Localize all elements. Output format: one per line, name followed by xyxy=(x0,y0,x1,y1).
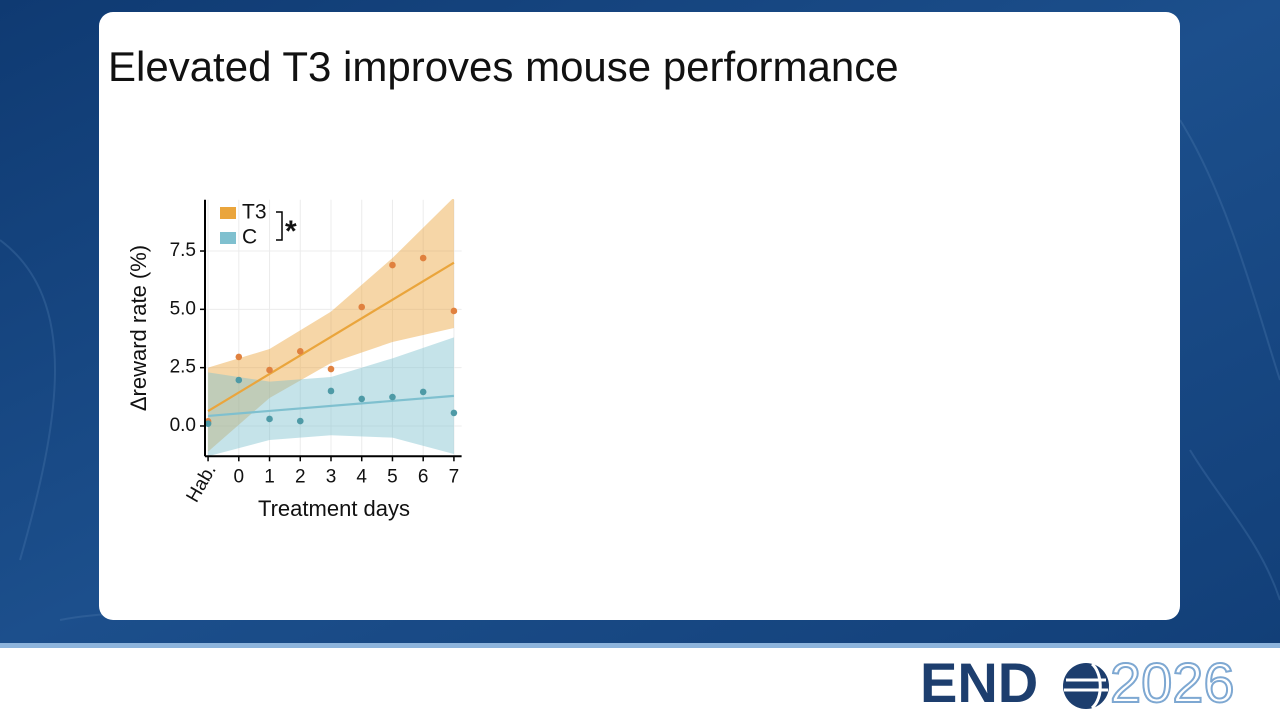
data-point xyxy=(266,415,273,423)
x-tick-label: 4 xyxy=(356,466,367,487)
data-point xyxy=(204,420,212,427)
legend-label: C xyxy=(242,226,257,249)
legend-swatch xyxy=(220,207,236,219)
data-point xyxy=(327,365,335,373)
x-tick-label: 3 xyxy=(326,466,337,487)
x-tick-label: 7 xyxy=(449,466,460,487)
data-point xyxy=(296,348,304,355)
x-tick-label: 2 xyxy=(295,466,306,487)
y-tick-label: 7.5 xyxy=(170,240,196,261)
x-axis-label: Treatment days xyxy=(258,496,410,521)
data-point xyxy=(266,366,273,374)
data-point xyxy=(358,395,366,403)
significance-bracket xyxy=(276,211,283,241)
confidence-band xyxy=(208,337,454,457)
legend-swatch xyxy=(220,232,236,244)
x-tick-label: 0 xyxy=(234,466,245,487)
fit-line xyxy=(207,261,455,412)
annotation: * xyxy=(285,215,297,248)
data-point xyxy=(389,261,396,269)
y-tick-label: 0.0 xyxy=(170,415,196,436)
data-point xyxy=(419,388,427,396)
data-point xyxy=(235,376,243,384)
y-axis-label: Δreward rate (%) xyxy=(126,245,151,411)
logo-year: 2026 xyxy=(1110,651,1235,714)
data-point xyxy=(358,303,366,311)
x-tick-label: 5 xyxy=(387,466,398,487)
data-point xyxy=(419,254,427,262)
data-point xyxy=(450,409,458,417)
card xyxy=(99,12,1180,620)
y-tick-label: 5.0 xyxy=(170,298,196,319)
data-point xyxy=(389,393,396,401)
data-point xyxy=(296,417,304,425)
y-tick-label: 2.5 xyxy=(170,357,196,378)
data-point xyxy=(450,307,458,315)
x-tick-label: 6 xyxy=(418,466,429,487)
stripe xyxy=(0,643,1280,648)
logo-word: END xyxy=(920,651,1038,714)
legend-label: T3 xyxy=(242,201,267,224)
data-point xyxy=(327,387,335,395)
fit-line xyxy=(207,394,455,418)
logo-globe xyxy=(1063,662,1109,710)
data-point xyxy=(235,353,243,361)
slide-title: Elevated T3 improves mouse performance xyxy=(108,43,899,90)
x-tick-label: 1 xyxy=(264,466,275,487)
